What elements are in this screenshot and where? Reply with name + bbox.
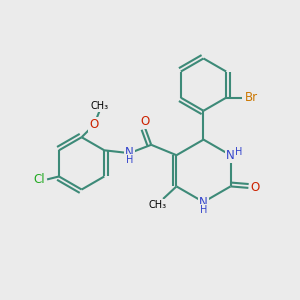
Text: CH₃: CH₃ <box>149 200 167 210</box>
Text: H: H <box>200 205 207 215</box>
Text: O: O <box>89 118 99 131</box>
Text: O: O <box>141 116 150 128</box>
Text: N: N <box>226 149 235 162</box>
Text: N: N <box>125 146 134 159</box>
Text: H: H <box>235 147 242 157</box>
Text: Cl: Cl <box>33 173 45 186</box>
Text: N: N <box>199 196 208 208</box>
Text: H: H <box>126 155 133 165</box>
Text: CH₃: CH₃ <box>90 101 109 111</box>
Text: Br: Br <box>245 91 258 104</box>
Text: O: O <box>250 182 260 194</box>
